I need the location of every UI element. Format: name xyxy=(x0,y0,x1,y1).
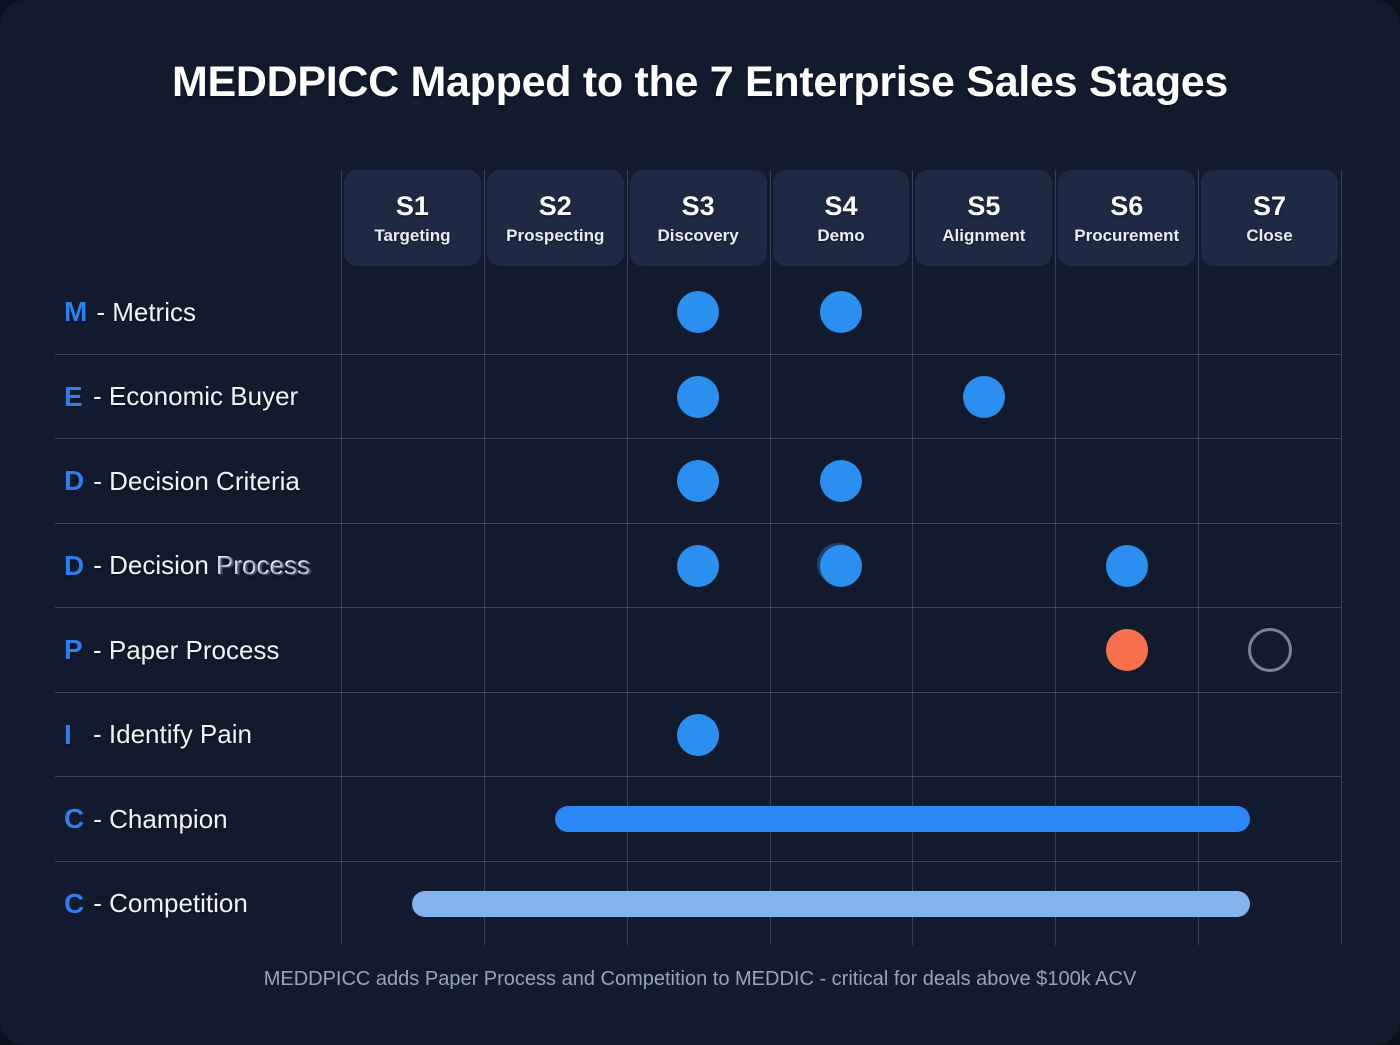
stage-name: Targeting xyxy=(374,225,451,245)
marker-dot[interactable] xyxy=(677,375,720,418)
column-separator xyxy=(1055,170,1057,945)
stage-name: Alignment xyxy=(942,225,1026,245)
row-letter: C xyxy=(64,887,85,919)
matrix-row: C - Champion xyxy=(55,777,1341,862)
row-letter: P xyxy=(64,634,83,666)
row-label: D - Decision Criteria xyxy=(64,439,300,524)
row-label: E - Economic Buyer xyxy=(64,355,298,440)
column-separator xyxy=(483,170,485,945)
column-separator xyxy=(912,170,914,945)
stage-name: Procurement xyxy=(1074,225,1180,245)
span-bar[interactable] xyxy=(555,806,1250,833)
marker-dot[interactable] xyxy=(677,713,720,756)
row-label: D - Decision Process xyxy=(64,524,310,609)
stage-code: S2 xyxy=(538,190,572,221)
marker-dot[interactable] xyxy=(677,291,720,334)
row-text: - Economic Buyer xyxy=(93,381,299,412)
matrix-row: M - Metrics xyxy=(55,270,1341,355)
marker-dot[interactable] xyxy=(677,544,720,587)
stage-header-s1[interactable]: S1 Targeting xyxy=(344,170,481,266)
matrix-row: E - Economic Buyer xyxy=(55,355,1341,440)
marker-dot[interactable] xyxy=(962,375,1005,418)
stage-code: S3 xyxy=(681,190,715,221)
matrix-row: C - Competition xyxy=(55,862,1341,947)
stage-header-s3[interactable]: S3 Discovery xyxy=(629,170,767,266)
stage-header-s5[interactable]: S5 Alignment xyxy=(915,170,1053,266)
row-label: M - Metrics xyxy=(64,270,196,355)
row-letter: D xyxy=(64,549,85,581)
stage-name: Discovery xyxy=(657,225,739,245)
stage-name: Close xyxy=(1246,225,1293,245)
column-separator xyxy=(1198,170,1200,945)
stage-name: Demo xyxy=(817,225,865,245)
matrix-row: P - Paper Process xyxy=(55,608,1341,693)
stage-code: S1 xyxy=(395,190,429,221)
row-text: - Champion xyxy=(93,803,228,834)
row-letter: C xyxy=(64,803,85,835)
stage-code: S6 xyxy=(1110,190,1144,221)
meddpicc-stage-grid: S1 Targeting S2 Prospecting S3 Discovery S4 Dem… xyxy=(55,170,1342,945)
marker-ring[interactable] xyxy=(1247,628,1292,673)
marker-dot[interactable] xyxy=(820,544,862,587)
footer-note: MEDDPICC adds Paper Process and Competit… xyxy=(263,968,1137,990)
page-title: MEDDPICC Mapped to the 7 Enterprise Sale… xyxy=(171,58,1229,106)
row-label: C - Champion xyxy=(64,777,228,862)
column-separator xyxy=(769,170,771,945)
row-letter: M xyxy=(64,296,88,328)
stage-header-s4[interactable]: S4 Demo xyxy=(772,170,910,266)
stage-code: S4 xyxy=(824,190,858,221)
row-label: C - Competition xyxy=(64,862,248,947)
row-text: - Metrics xyxy=(96,296,196,327)
marker-dot[interactable] xyxy=(820,460,862,503)
stage-code: S7 xyxy=(1253,190,1287,221)
row-text: - Decision Process xyxy=(93,550,310,581)
span-bar[interactable] xyxy=(412,890,1250,917)
row-text: - Paper Process xyxy=(93,634,280,665)
marker-dot[interactable] xyxy=(677,460,720,503)
marker-dot[interactable] xyxy=(1105,544,1148,587)
row-label: I - Identify Pain xyxy=(64,693,252,778)
stage-header-s2[interactable]: S2 Prospecting xyxy=(486,170,624,266)
row-letter: I xyxy=(64,718,72,750)
row-text: - Decision Criteria xyxy=(93,465,300,496)
matrix-row: D - Decision Process xyxy=(55,524,1341,609)
row-letter: E xyxy=(64,380,83,412)
row-letter: D xyxy=(64,465,85,497)
row-text: - Competition xyxy=(93,888,248,919)
column-separator xyxy=(341,170,342,945)
matrix-row: I - Identify Pain xyxy=(55,693,1341,778)
row-label: P - Paper Process xyxy=(64,608,279,693)
stage-header-s7[interactable]: S7 Close xyxy=(1201,170,1338,266)
stage-header-s6[interactable]: S6 Procurement xyxy=(1058,170,1196,266)
marker-dot[interactable] xyxy=(1105,629,1148,672)
column-separator xyxy=(626,170,628,945)
matrix-row: D - Decision Criteria xyxy=(55,439,1341,524)
stage-name: Prospecting xyxy=(506,225,605,245)
row-text: - Identify Pain xyxy=(93,719,252,750)
column-separator xyxy=(1341,170,1342,945)
matrix-rows: M - Metrics E - Economic Buyer D - Decision C… xyxy=(55,270,1341,945)
marker-dot[interactable] xyxy=(820,291,862,334)
stage-code: S5 xyxy=(967,190,1001,221)
